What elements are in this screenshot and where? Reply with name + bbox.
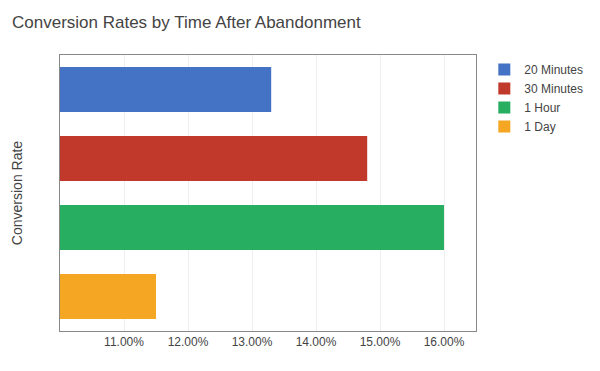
svg-text:11.00%: 11.00% (104, 335, 144, 349)
svg-text:15.00%: 15.00% (360, 335, 401, 349)
svg-text:1 Day: 1 Day (524, 120, 555, 134)
svg-text:14.00%: 14.00% (296, 335, 337, 349)
svg-text:16.00%: 16.00% (424, 335, 465, 349)
svg-text:20 Minutes: 20 Minutes (524, 63, 583, 77)
svg-text:Conversion Rates by Time After: Conversion Rates by Time After Abandonme… (12, 13, 361, 32)
svg-text:13.00%: 13.00% (232, 335, 273, 349)
svg-text:30 Minutes: 30 Minutes (524, 82, 583, 96)
svg-text:1 Hour: 1 Hour (524, 101, 560, 115)
svg-text:Conversion Rate: Conversion Rate (9, 141, 25, 245)
svg-text:12.00%: 12.00% (168, 335, 209, 349)
